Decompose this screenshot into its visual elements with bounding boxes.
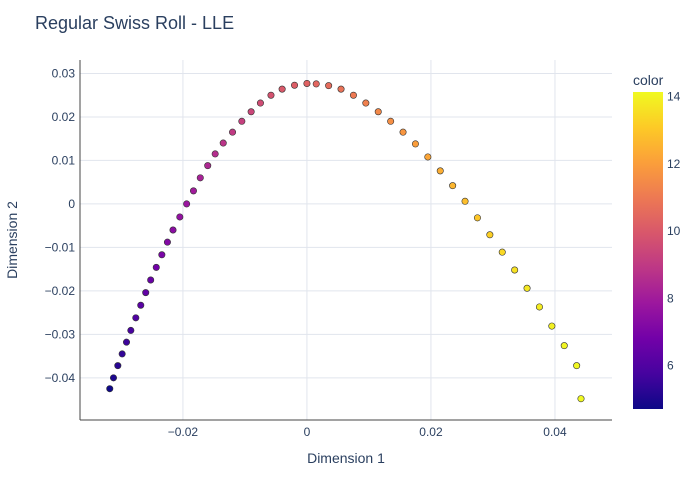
x-tick-label: 0.02 [419, 425, 443, 439]
grid [80, 60, 612, 420]
colorbar-tick-label: 6 [667, 359, 674, 373]
data-point [349, 91, 357, 99]
data-point [256, 99, 264, 107]
data-point [163, 238, 171, 246]
data-point [183, 200, 191, 208]
y-tick-label: −0.01 [45, 240, 76, 254]
data-point [535, 303, 543, 311]
data-point [211, 150, 219, 158]
data-point [189, 187, 197, 195]
y-axis-label: Dimension 2 [4, 201, 20, 279]
data-point [461, 197, 469, 205]
data-point [573, 362, 581, 370]
data-point [132, 314, 140, 322]
colorbar-ticks: 6 8 10 12 14 [667, 90, 681, 373]
data-point [399, 128, 407, 136]
data-point [238, 117, 246, 125]
data-point [127, 326, 135, 334]
x-tick-label: 0 [304, 425, 311, 439]
data-point [196, 174, 204, 182]
data-point [219, 139, 227, 147]
data-point [152, 263, 160, 271]
colorbar-tick-label: 14 [667, 90, 681, 104]
data-point [312, 80, 320, 88]
data-point [109, 374, 117, 382]
data-point [424, 153, 432, 161]
data-point [498, 248, 506, 256]
data-point [147, 276, 155, 284]
y-tick-label: 0.03 [52, 66, 76, 80]
data-point [337, 85, 345, 93]
data-point [325, 82, 333, 90]
y-tick-label: −0.02 [45, 284, 76, 298]
data-point [577, 395, 585, 403]
data-point [387, 117, 395, 125]
data-point [473, 214, 481, 222]
data-point [169, 226, 177, 234]
data-point [123, 338, 131, 346]
data-point [449, 182, 457, 190]
colorbar [633, 92, 663, 409]
x-tick-label: −0.02 [168, 425, 199, 439]
y-tick-label: −0.03 [45, 327, 76, 341]
data-point [411, 140, 419, 148]
chart-title: Regular Swiss Roll - LLE [35, 13, 234, 33]
data-point [278, 85, 286, 93]
data-point [374, 108, 382, 116]
data-point [267, 91, 275, 99]
colorbar-title: color [633, 72, 664, 88]
data-point [176, 213, 184, 221]
data-point [142, 289, 150, 297]
colorbar-tick-label: 8 [667, 291, 674, 305]
data-point [548, 322, 556, 330]
data-point [511, 266, 519, 274]
data-point [229, 128, 237, 136]
data-point [118, 350, 126, 358]
y-tick-label: 0 [68, 197, 75, 211]
scatter-series [106, 79, 585, 403]
data-point [137, 301, 145, 309]
data-point [114, 362, 122, 370]
data-point [436, 167, 444, 175]
data-point [158, 251, 166, 259]
x-axis-label: Dimension 1 [307, 450, 385, 466]
colorbar-tick-label: 10 [667, 224, 681, 238]
data-point [204, 162, 212, 170]
data-point [303, 79, 311, 87]
data-point [291, 81, 299, 89]
y-tick-label: 0.02 [52, 110, 76, 124]
data-point [247, 108, 255, 116]
y-tick-label: 0.01 [52, 153, 76, 167]
data-point [362, 99, 370, 107]
data-point [523, 284, 531, 292]
axes: −0.02 0 0.02 0.04 −0.04 −0.03 −0.02 −0.01 0 0.01 0… [45, 60, 612, 439]
colorbar-tick-label: 12 [667, 157, 681, 171]
x-tick-label: 0.04 [543, 425, 567, 439]
data-point [560, 342, 568, 350]
data-point [106, 385, 114, 393]
y-tick-label: −0.04 [45, 371, 76, 385]
data-point [486, 231, 494, 239]
